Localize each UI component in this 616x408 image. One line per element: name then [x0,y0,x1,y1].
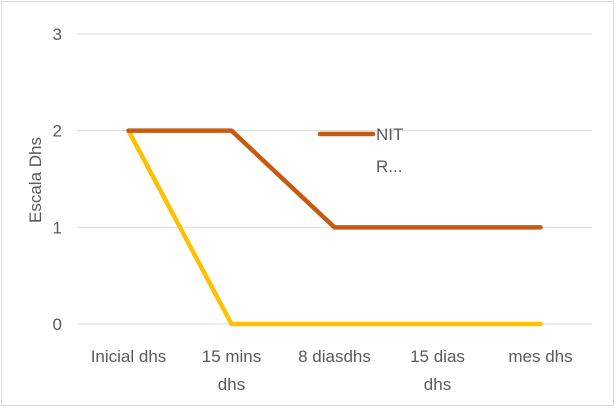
x-tick-label: 15 mins [202,347,262,366]
y-tick-label: 3 [53,25,62,44]
x-tick-label: mes dhs [508,347,572,366]
x-tick-label: dhs [218,375,245,394]
x-tick-labels: Inicial dhs 15 mins dhs 8 diasdhs 15 dias dhs… [91,347,573,394]
legend: NIT R... [317,125,403,176]
y-tick-labels: 0 1 2 3 [53,25,62,334]
x-tick-label: 8 diasdhs [298,347,371,366]
x-tick-label: Inicial dhs [91,347,167,366]
x-tick-label: 15 dias [410,347,465,366]
x-tick-label: dhs [424,375,451,394]
y-tick-label: 2 [53,122,62,141]
series-lines [126,128,543,327]
series-line [126,128,543,230]
legend-label: NIT [376,125,403,144]
series-line [126,128,543,327]
y-tick-label: 0 [53,315,62,334]
legend-label: R... [376,157,402,176]
y-axis-label: Escala Dhs [26,137,45,223]
y-tick-label: 1 [53,218,62,237]
